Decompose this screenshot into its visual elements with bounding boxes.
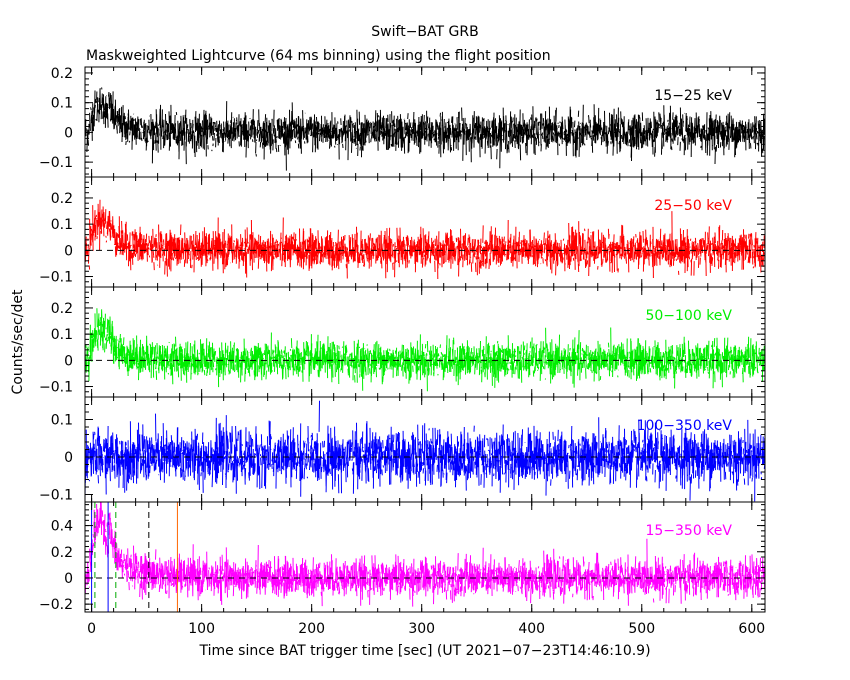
y-tick-label: −0.1 xyxy=(39,155,73,171)
chart-subtitle: Maskweighted Lightcurve (64 ms binning) … xyxy=(86,48,551,64)
y-tick-label: 0.2 xyxy=(51,545,73,561)
y-tick-label: 0.1 xyxy=(51,96,73,112)
y-tick-label: 0 xyxy=(64,125,73,141)
y-tick-label: −0.2 xyxy=(39,597,73,613)
band-label-4: 100−350 keV xyxy=(637,418,733,434)
panel-5: −0.2 0 0.2 0.4 15−350 keV xyxy=(39,501,766,613)
panel-1: −0.1 0 0.1 0.2 15−25 keV xyxy=(39,66,766,178)
y-axis-label: Counts/sec/det xyxy=(10,289,26,394)
panel-4: −0.1 0 0.1 100−350 keV xyxy=(39,396,766,504)
x-tick-label: 400 xyxy=(518,621,545,637)
y-tick-label: −0.1 xyxy=(39,380,73,396)
x-tick-label: 600 xyxy=(738,621,765,637)
y-tick-label: 0.2 xyxy=(51,191,73,207)
x-tick-label: 200 xyxy=(298,621,325,637)
y-tick-label: 0 xyxy=(64,353,73,369)
panel-frame-2 xyxy=(84,176,766,288)
series-line-4 xyxy=(85,400,765,502)
y-tick-label: 0.4 xyxy=(51,519,73,535)
y-tick-label: −0.1 xyxy=(39,270,73,286)
x-tick-label: 0 xyxy=(87,621,96,637)
y-tick-label: 0.2 xyxy=(51,301,73,317)
x-axis: 0 100 200 300 400 500 600 xyxy=(87,621,765,637)
band-label-5: 15−350 keV xyxy=(645,523,732,539)
x-tick-label: 100 xyxy=(188,621,215,637)
y-tick-label: 0.1 xyxy=(51,327,73,343)
chart-title: Swift−BAT GRB xyxy=(371,24,478,40)
y-tick-label: −0.1 xyxy=(39,488,73,504)
y-tick-label: 0.2 xyxy=(51,66,73,82)
y-tick-label: 0 xyxy=(64,243,73,259)
panels-group: −0.1 0 0.1 0.2 15−25 keV −0.1 0 0.1 0.2 25−50 keV… xyxy=(39,66,766,613)
y-tick-label: 0 xyxy=(64,450,73,466)
panel-2: −0.1 0 0.1 0.2 25−50 keV xyxy=(39,176,766,288)
x-axis-label: Time since BAT trigger time [sec] (UT 20… xyxy=(198,643,650,659)
x-tick-label: 500 xyxy=(628,621,655,637)
y-tick-label: 0.1 xyxy=(51,413,73,429)
band-label-1: 15−25 keV xyxy=(654,88,732,104)
series-line-5 xyxy=(85,502,765,607)
y-tick-label: 0 xyxy=(64,571,73,587)
band-label-2: 25−50 keV xyxy=(654,198,732,214)
x-tick-label: 300 xyxy=(408,621,435,637)
panel-3: −0.1 0 0.1 0.2 50−100 keV xyxy=(39,286,766,398)
band-label-3: 50−100 keV xyxy=(645,308,732,324)
y-tick-label: 0.1 xyxy=(51,217,73,233)
